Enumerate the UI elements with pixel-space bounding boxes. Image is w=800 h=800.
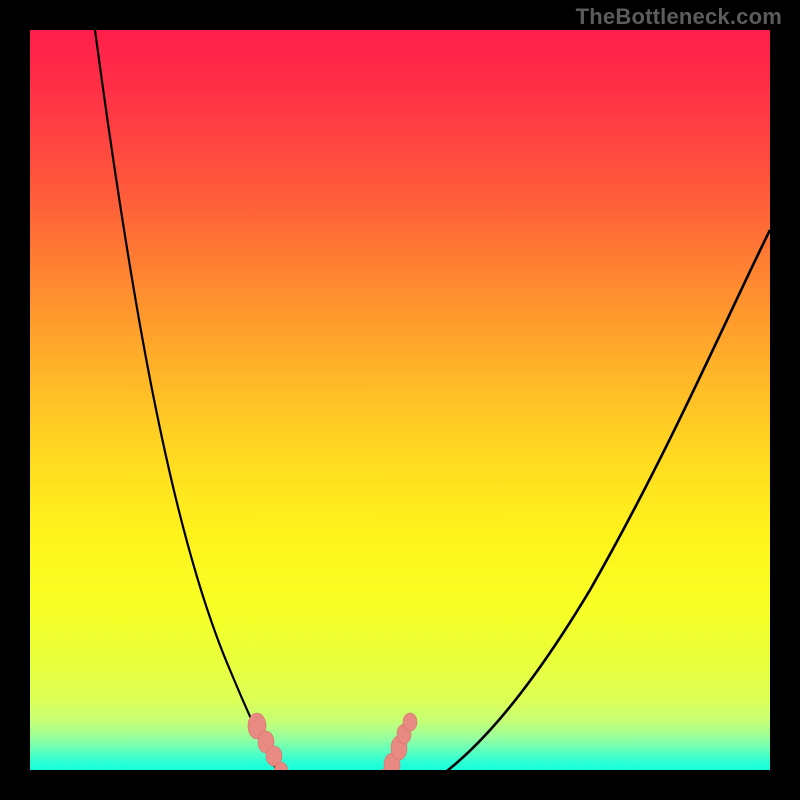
bottleneck-curve-left (95, 30, 326, 770)
marker-point (403, 713, 417, 731)
canvas-root: TheBottleneck.com (0, 0, 800, 800)
bottleneck-curve-right (330, 230, 770, 770)
curves-layer (30, 30, 770, 770)
watermark-text: TheBottleneck.com (576, 4, 782, 30)
plot-area (30, 30, 770, 770)
data-markers (248, 713, 417, 770)
